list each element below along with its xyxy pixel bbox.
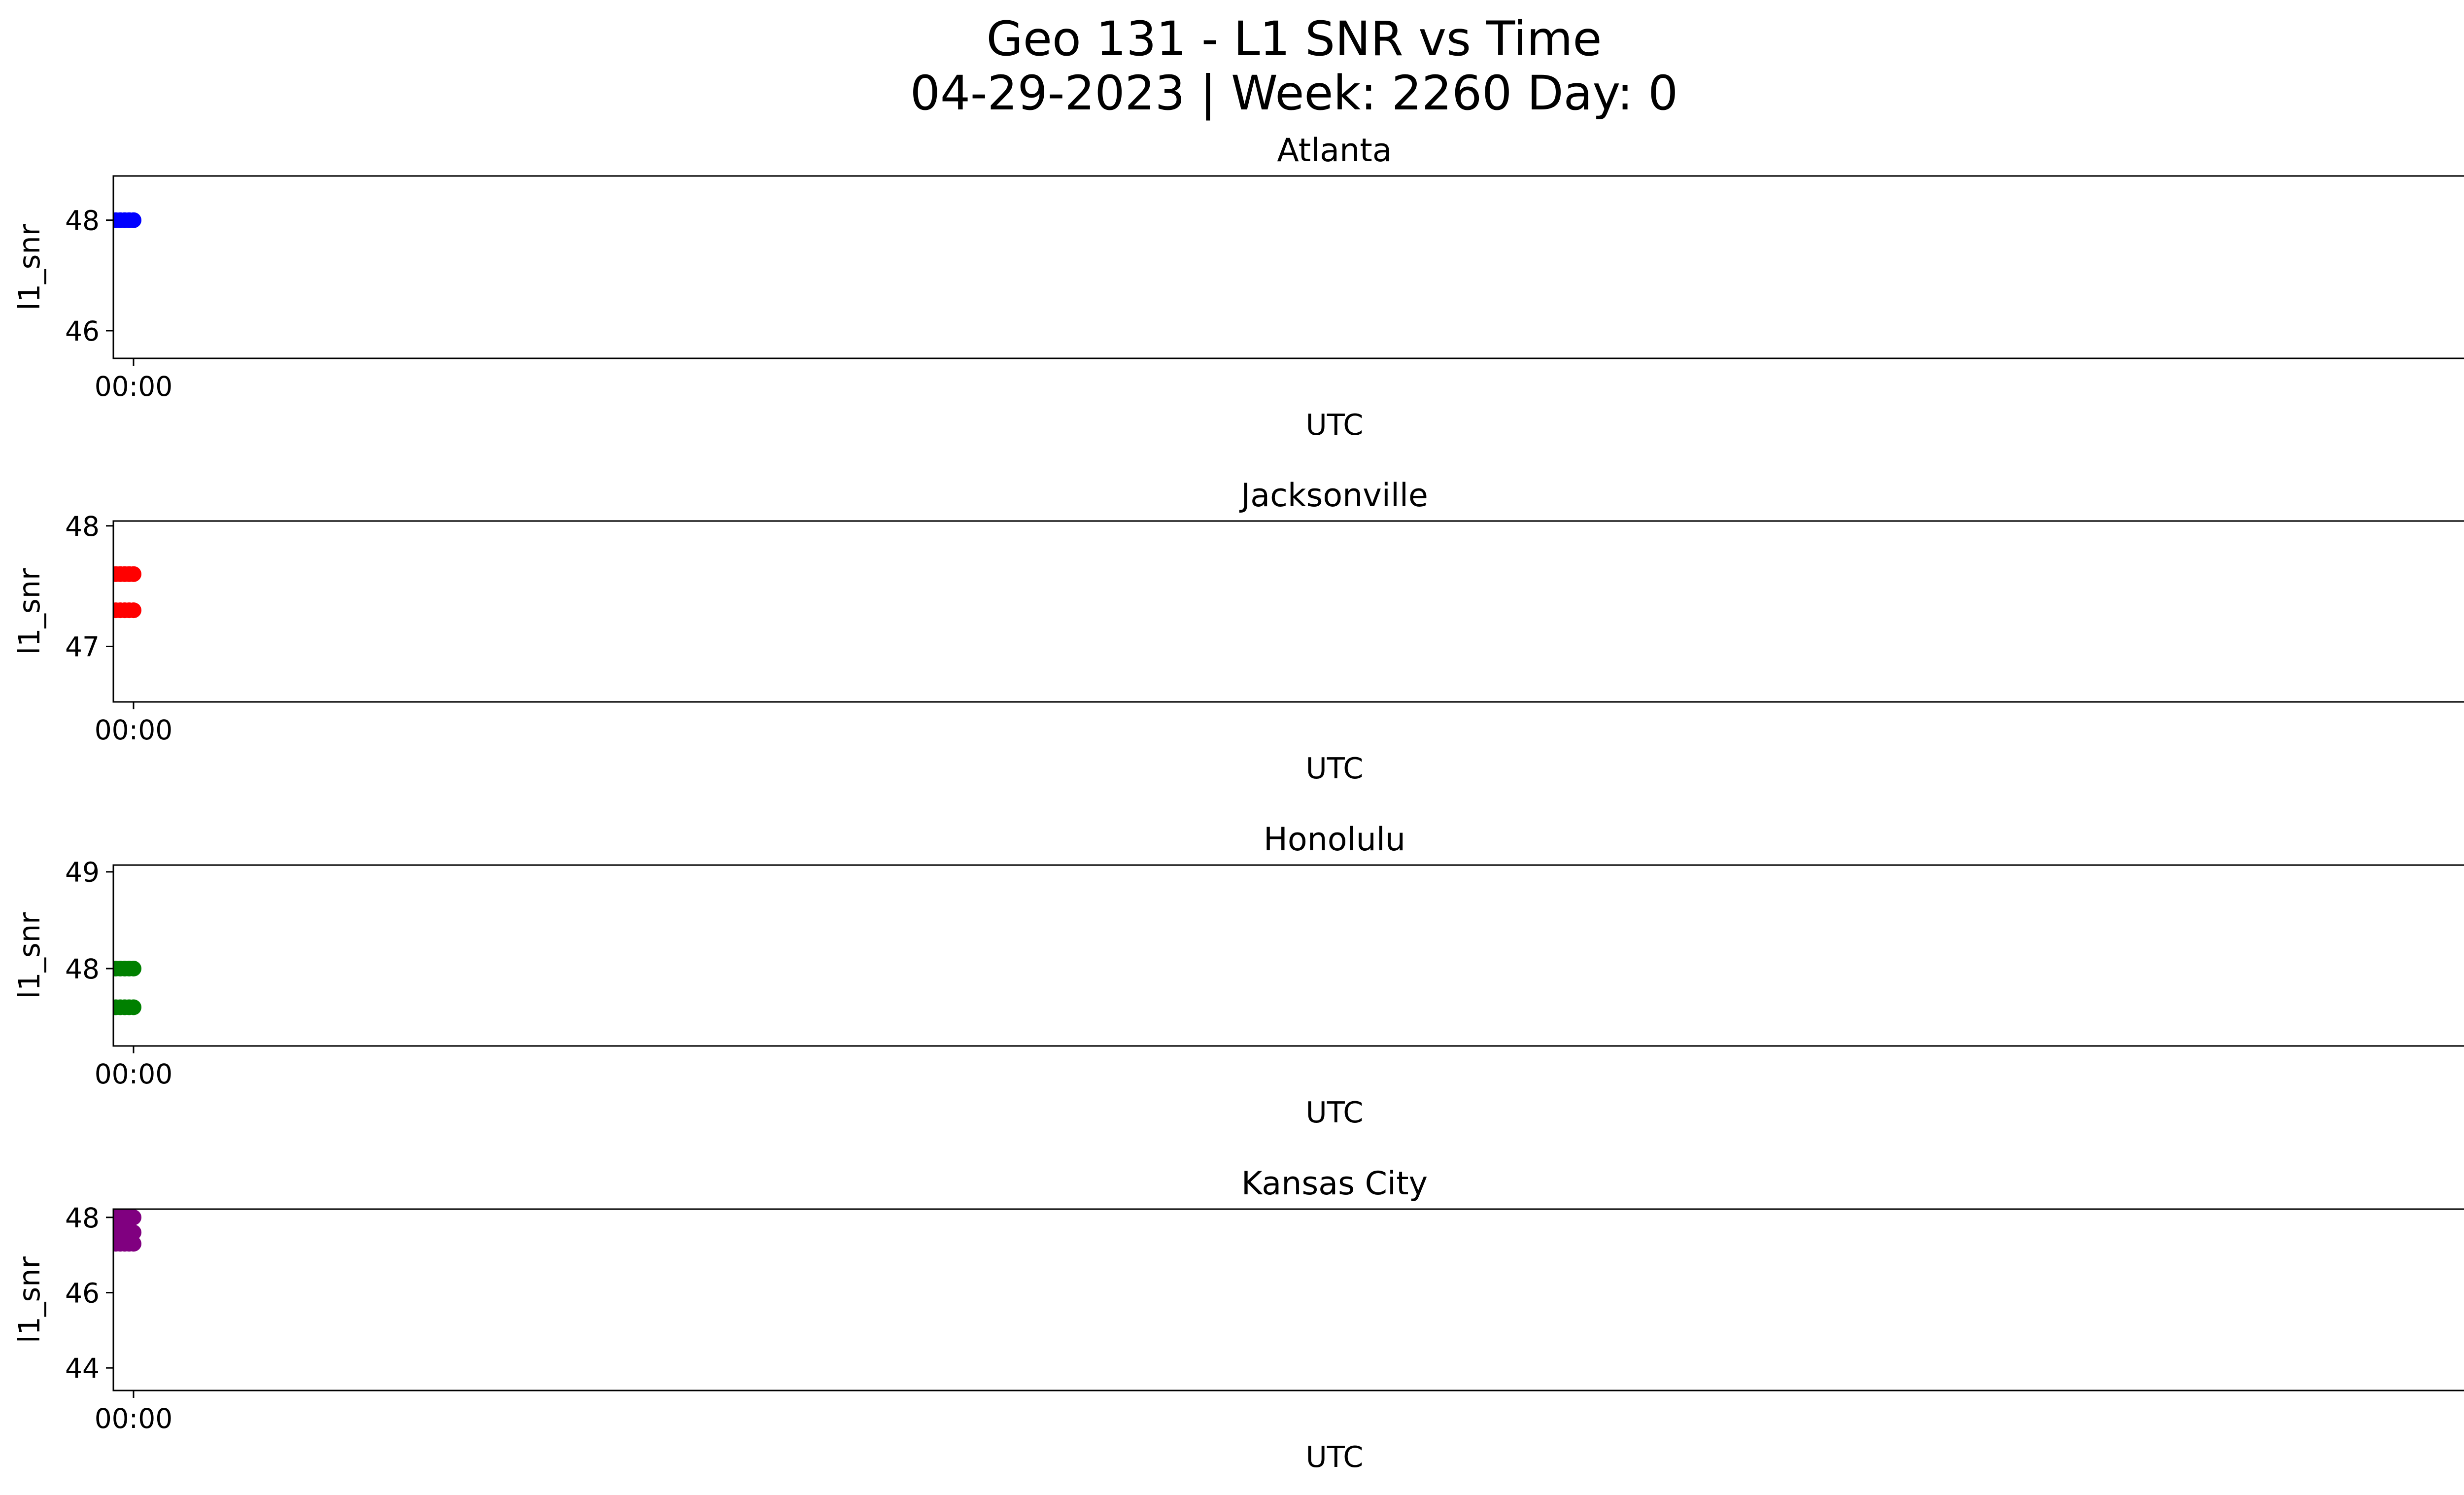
figure-title-line1: Geo 131 - L1 SNR vs Time bbox=[987, 11, 1602, 67]
subplot-title: Atlanta bbox=[1277, 132, 1392, 169]
figure-title-line2: 04-29-2023 | Week: 2260 Day: 0 bbox=[910, 66, 1678, 121]
